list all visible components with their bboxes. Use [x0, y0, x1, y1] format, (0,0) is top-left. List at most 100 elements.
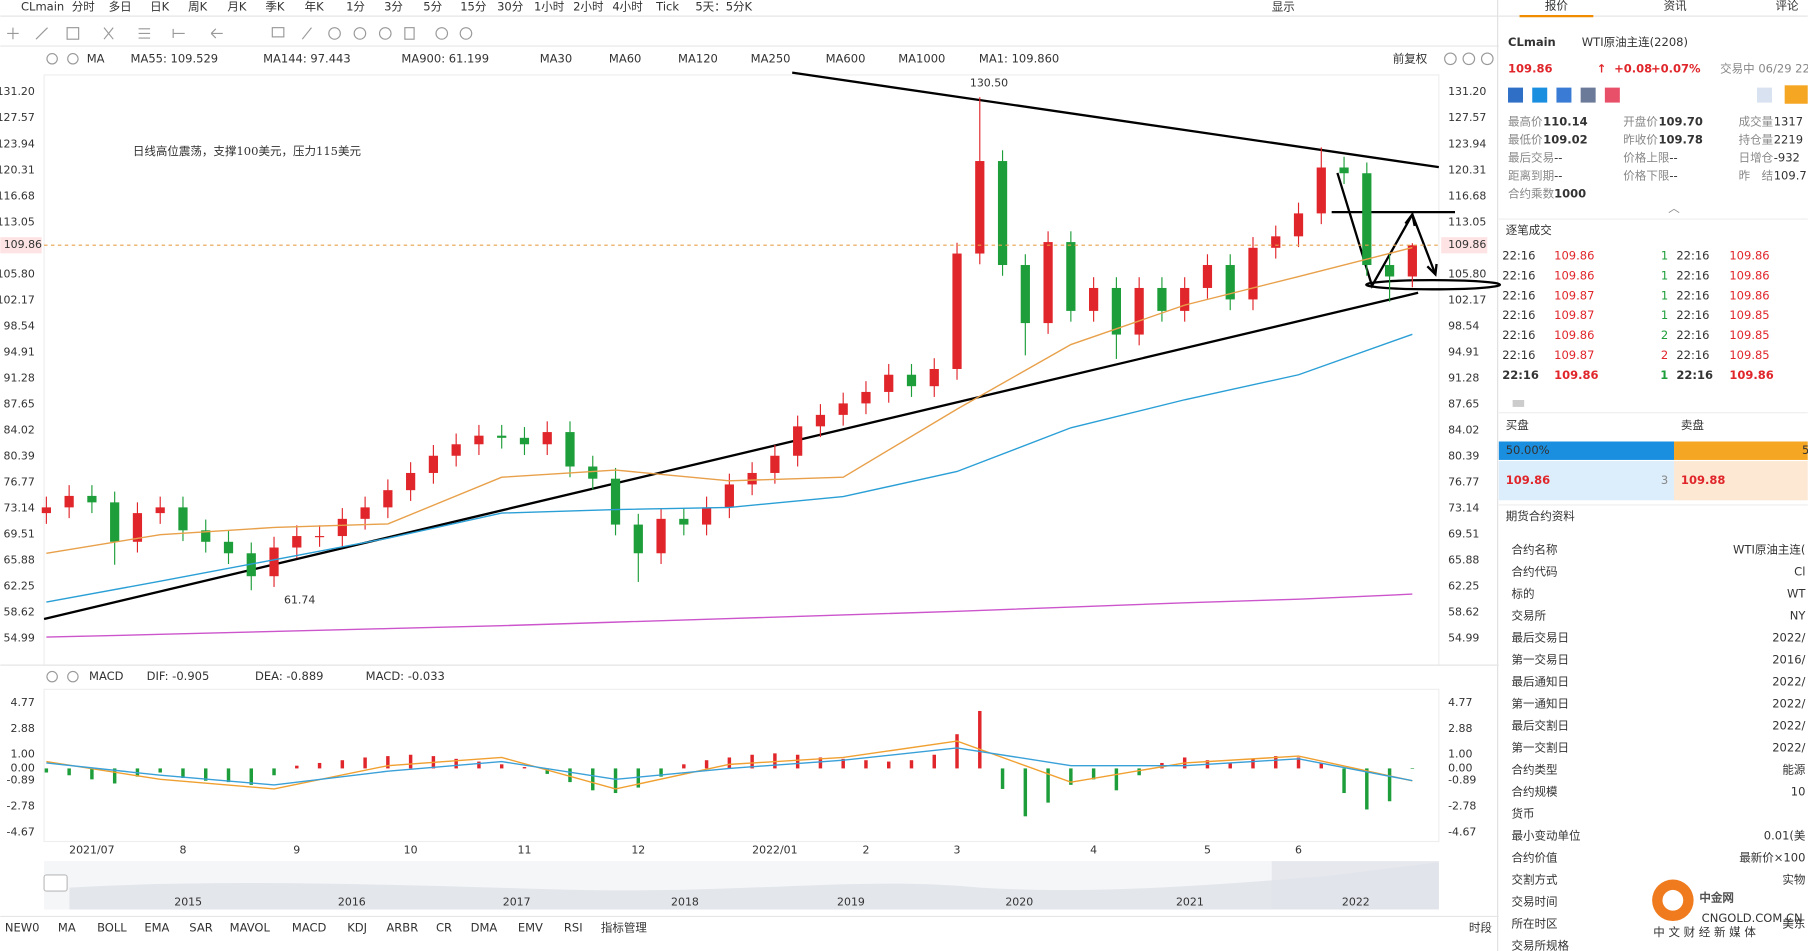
settings-icon[interactable]	[459, 27, 473, 40]
settings-icon[interactable]	[46, 53, 58, 65]
legend-entry-inactive[interactable]: MA600	[826, 51, 866, 65]
legend-entry[interactable]: MA55: 109.529	[131, 51, 219, 65]
favorite-icon[interactable]	[1604, 87, 1620, 103]
quick-order-button[interactable]	[1784, 85, 1808, 104]
indicator-tab[interactable]: RSI	[564, 920, 583, 934]
indicator-tab[interactable]: EMV	[518, 920, 543, 934]
legend-entry-inactive[interactable]: MA60	[609, 51, 641, 65]
indicator-tab[interactable]: CR	[436, 920, 452, 934]
y-tick-label: 116.68	[0, 189, 35, 202]
period-tab[interactable]: 1分	[346, 0, 365, 13]
indicator-name: MA	[87, 51, 105, 65]
indicator-tab[interactable]: KDJ	[347, 920, 367, 934]
indicator-tab[interactable]: 指标管理	[601, 920, 648, 934]
indicator-tab[interactable]: MACD	[292, 920, 327, 934]
period-tab[interactable]: 年K	[305, 0, 325, 13]
symbol[interactable]: CLmain	[21, 0, 64, 13]
y-tick-label: 131.20	[0, 85, 35, 98]
alert-icon[interactable]	[1757, 87, 1773, 103]
delete-icon[interactable]	[404, 27, 415, 40]
measure-tool-icon[interactable]	[172, 28, 185, 39]
period-tab[interactable]: 周K	[188, 0, 208, 13]
info-icon[interactable]	[1580, 87, 1596, 103]
legend-entry[interactable]: MA144: 97.443	[263, 51, 351, 65]
indicator-tab[interactable]: SAR	[189, 920, 212, 934]
info-icon[interactable]	[1556, 87, 1572, 103]
legend-entry[interactable]: MA1: 109.860	[979, 51, 1059, 65]
fib-tool-icon[interactable]	[103, 27, 114, 40]
contract-value: 美东	[1782, 917, 1805, 931]
arrow-tool-icon[interactable]	[210, 28, 223, 39]
close-icon[interactable]	[67, 53, 79, 65]
period-tab[interactable]: 1小时	[534, 0, 565, 13]
candle-body	[975, 161, 985, 254]
period-tab[interactable]: 月K	[227, 0, 247, 13]
period-tab[interactable]: 15分	[460, 0, 487, 13]
period-tab[interactable]: 5分	[423, 0, 442, 13]
contract-value: 2022/	[1772, 741, 1805, 755]
navigator-window[interactable]	[1271, 861, 1439, 910]
trade-cell: 22:16	[1676, 348, 1709, 362]
period-tab[interactable]: 多日	[109, 0, 132, 13]
drawing-tools[interactable]	[7, 27, 1494, 683]
display-menu[interactable]: 显示	[1272, 0, 1295, 13]
trade-cell: 109.85	[1729, 308, 1769, 322]
channel-tool-icon[interactable]	[138, 28, 151, 39]
stat-value: 109.78	[1658, 133, 1702, 147]
pen-tool-icon[interactable]	[301, 27, 312, 40]
period-tab[interactable]: 5天：5分K	[695, 0, 752, 13]
indicator-tab[interactable]: MA	[58, 920, 76, 934]
note-tool-icon[interactable]	[271, 27, 285, 38]
navigator-handle[interactable]	[43, 874, 68, 892]
indicator-tab[interactable]: DMA	[471, 920, 498, 934]
legend-entry-inactive[interactable]: MA1000	[898, 51, 945, 65]
reset-icon[interactable]	[1480, 52, 1494, 66]
legend-entry-inactive[interactable]: MA250	[751, 51, 791, 65]
lock-icon[interactable]	[353, 27, 367, 40]
zoom-out-icon[interactable]	[1462, 52, 1476, 66]
candle-body	[1316, 167, 1326, 214]
period-tab[interactable]: 3分	[384, 0, 403, 13]
indicator-tab[interactable]: EMA	[144, 920, 169, 934]
info-icon[interactable]	[1532, 87, 1548, 103]
indicator-tab[interactable]: NEW0	[5, 920, 40, 934]
legend-entry[interactable]: DEA: -0.889	[255, 669, 323, 683]
settings-icon[interactable]	[46, 670, 58, 683]
period-tab[interactable]: 2小时	[573, 0, 604, 13]
indicator-tab[interactable]: MAVOL	[230, 920, 271, 934]
period-tab[interactable]: Tick	[655, 0, 679, 13]
flag-icon[interactable]	[1508, 87, 1524, 103]
magnet-icon[interactable]	[328, 27, 341, 40]
legend-entry[interactable]: DIF: -0.905	[147, 669, 210, 683]
visible-icon[interactable]	[435, 27, 449, 40]
period-tab[interactable]: 30分	[497, 0, 524, 13]
quote-tab[interactable]: 资讯	[1664, 0, 1688, 12]
legend-entry-inactive[interactable]: MA120	[678, 51, 718, 65]
legend-entry[interactable]: MA900: 61.199	[401, 51, 489, 65]
macd-bar	[682, 764, 686, 769]
zoom-in-icon[interactable]	[1444, 52, 1457, 66]
macd-bar	[1091, 768, 1096, 780]
period-tab[interactable]: 日K	[150, 0, 170, 13]
quote-tab[interactable]: 报价	[1545, 0, 1569, 12]
x-tick-label: 4	[1090, 844, 1097, 857]
close-icon[interactable]	[67, 670, 79, 683]
expand-toggle[interactable]: ︿	[1668, 201, 1680, 215]
indicator-tab[interactable]: ARBR	[386, 920, 418, 934]
line-tool-icon[interactable]	[35, 27, 48, 40]
trade-cell: 109.87	[1554, 308, 1594, 322]
x-tick-label: 2021/07	[69, 844, 114, 857]
period-tab[interactable]: 4小时	[612, 0, 643, 13]
indicator-tab[interactable]: BOLL	[97, 920, 127, 934]
crosshair-icon[interactable]	[7, 27, 19, 40]
legend-entry[interactable]: MACD: -0.033	[366, 669, 445, 683]
adjust-mode[interactable]: 前复权	[1393, 51, 1428, 65]
hide-icon[interactable]	[378, 27, 392, 40]
quote-tab[interactable]: 评论	[1775, 0, 1799, 12]
period-tab[interactable]: 分时	[72, 0, 96, 13]
legend-entry-inactive[interactable]: MA30	[540, 51, 572, 65]
session-button[interactable]: 时段	[1469, 920, 1493, 934]
shape-tool-icon[interactable]	[66, 27, 80, 40]
trade-cell: 1	[1661, 268, 1668, 282]
period-tab[interactable]: 季K	[265, 0, 285, 13]
